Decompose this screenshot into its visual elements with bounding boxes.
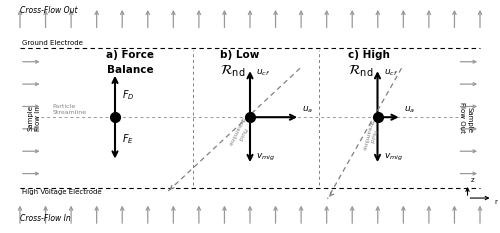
Text: $u_a$: $u_a$ xyxy=(302,104,314,115)
Text: Fluid
Streamline: Fluid Streamline xyxy=(360,119,379,153)
Text: $F_D$: $F_D$ xyxy=(122,88,134,102)
Text: r: r xyxy=(494,199,497,205)
Text: $v_{mig}$: $v_{mig}$ xyxy=(256,152,275,163)
Text: Balance: Balance xyxy=(106,65,154,75)
Text: a) Force: a) Force xyxy=(106,50,154,60)
Text: $u_a$: $u_a$ xyxy=(404,104,415,115)
Text: Cross-Flow In: Cross-Flow In xyxy=(20,213,71,223)
Text: $\mathcal{R}_{\mathrm{nd}}$: $\mathcal{R}_{\mathrm{nd}}$ xyxy=(220,63,246,79)
Text: Ground Electrode: Ground Electrode xyxy=(22,40,84,46)
Text: c) High: c) High xyxy=(348,50,390,60)
Text: Fluid
Streamline: Fluid Streamline xyxy=(227,116,250,149)
Text: $F_E$: $F_E$ xyxy=(122,132,134,146)
Text: $v_{mig}$: $v_{mig}$ xyxy=(384,152,402,163)
Text: Cross-Flow Out: Cross-Flow Out xyxy=(20,6,78,15)
Text: b) Low: b) Low xyxy=(220,50,260,60)
Text: $u_{cf}$: $u_{cf}$ xyxy=(384,68,398,79)
Text: z: z xyxy=(470,177,474,183)
Text: High Voltage Electrode: High Voltage Electrode xyxy=(22,189,102,195)
Text: Particle
Streamline: Particle Streamline xyxy=(52,104,86,115)
Text: $u_{cf}$: $u_{cf}$ xyxy=(256,68,270,79)
Text: $\mathcal{R}_{\mathrm{nd}}$: $\mathcal{R}_{\mathrm{nd}}$ xyxy=(348,63,373,79)
Text: Sample
Flow Out: Sample Flow Out xyxy=(460,102,472,133)
Text: Sample
Flow In: Sample Flow In xyxy=(28,105,40,131)
